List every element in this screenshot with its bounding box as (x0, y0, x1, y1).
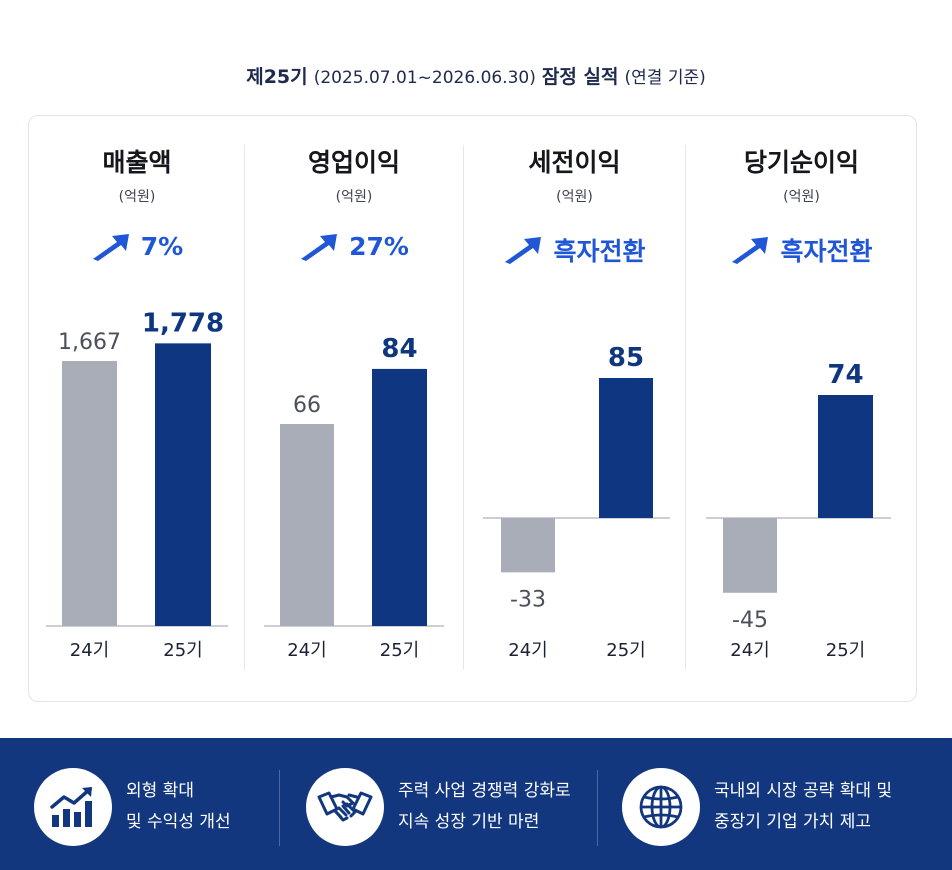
feature-global-line1: 국내외 시장 공략 확대 및 (714, 781, 893, 801)
value-label-operating-profit-curr: 84 (381, 334, 417, 364)
category-label-revenue-curr: 25기 (163, 640, 202, 661)
footer-divider (279, 770, 280, 846)
bar-operating-profit-prev (280, 424, 334, 626)
panel-title-net-income: 당기순이익 (743, 148, 859, 177)
panel-unit-revenue: (억원) (118, 189, 156, 205)
up-arrow-icon (92, 233, 129, 261)
category-label-pretax-profit-prev: 24기 (508, 640, 547, 661)
up-arrow-icon (732, 237, 769, 264)
feature-competitiveness-text: 주력 사업 경쟁력 강화로 지속 성장 기반 마련 (398, 776, 571, 838)
title-period: (2025.07.01~2026.06.30) (313, 68, 536, 88)
feature-global-text: 국내외 시장 공략 확대 및 중장기 기업 가치 제고 (714, 776, 892, 838)
category-label-net-income-prev: 24기 (730, 640, 769, 661)
globe-icon (622, 768, 700, 846)
feature-growth: 외형 확대 및 수익성 개선 (34, 768, 231, 846)
bar-operating-profit-curr (372, 368, 427, 626)
title-main: 잠정 실적 (541, 66, 619, 88)
panel-divider (244, 145, 245, 670)
feature-growth-line1: 외형 확대 (126, 781, 194, 801)
growth-badge-revenue: 7% (30, 232, 244, 261)
up-arrow-icon (301, 233, 338, 261)
bar-net-income-curr (818, 395, 873, 518)
feature-global: 국내외 시장 공략 확대 및 중장기 기업 가치 제고 (622, 768, 892, 846)
growth-value-revenue: 7% (140, 232, 184, 261)
feature-growth-text: 외형 확대 및 수익성 개선 (126, 776, 231, 838)
category-label-operating-profit-curr: 25기 (380, 640, 419, 661)
value-label-pretax-profit-prev: -33 (510, 587, 546, 612)
bar-pretax-profit-curr (599, 378, 653, 518)
growth-chart-icon (34, 768, 112, 846)
title-term: 제25기 (246, 66, 308, 88)
bar-pretax-profit-prev (501, 518, 555, 573)
category-label-net-income-curr: 25기 (826, 640, 865, 661)
growth-badge-pretax-profit: 흑자전환 (464, 232, 685, 268)
value-label-pretax-profit-curr: 85 (608, 343, 644, 373)
panel-divider (685, 145, 686, 670)
value-label-operating-profit-prev: 66 (293, 393, 321, 418)
up-arrow-icon (505, 237, 542, 264)
feature-competitiveness-line1: 주력 사업 경쟁력 강화로 (398, 781, 571, 801)
panel-title-pretax-profit: 세전이익 (528, 148, 621, 177)
category-label-revenue-prev: 24기 (70, 640, 109, 661)
footer-banner: 외형 확대 및 수익성 개선 주력 사업 경쟁력 강화로 지속 성장 기반 마련 (0, 738, 952, 870)
value-label-net-income-curr: 74 (827, 360, 863, 390)
panel-unit-pretax-profit: (억원) (556, 189, 593, 205)
page-title: 제25기 (2025.07.01~2026.06.30) 잠정 실적 (연결 기… (0, 62, 952, 89)
feature-competitiveness-line2: 지속 성장 기반 마련 (398, 812, 540, 832)
panel-divider (463, 145, 464, 670)
panel-unit-operating-profit: (억원) (335, 189, 373, 205)
value-label-net-income-prev: -45 (732, 608, 768, 633)
panel-title-operating-profit: 영업이익 (307, 148, 400, 177)
feature-competitiveness: 주력 사업 경쟁력 강화로 지속 성장 기반 마련 (306, 768, 571, 846)
panel-title-revenue: 매출액 (102, 148, 172, 177)
category-label-pretax-profit-curr: 25기 (606, 640, 645, 661)
title-basis: (연결 기준) (624, 68, 706, 88)
footer-divider (597, 770, 598, 846)
category-label-operating-profit-prev: 24기 (287, 640, 326, 661)
feature-global-line2: 중장기 기업 가치 제고 (714, 812, 871, 832)
growth-value-pretax-profit: 흑자전환 (553, 237, 646, 266)
growth-badge-operating-profit: 27% (245, 232, 463, 261)
bar-revenue-curr (155, 343, 211, 626)
value-label-revenue-curr: 1,778 (142, 308, 224, 338)
bar-net-income-prev (723, 518, 777, 593)
handshake-icon (306, 768, 384, 846)
value-label-revenue-prev: 1,667 (58, 330, 121, 355)
growth-badge-net-income: 흑자전환 (686, 232, 917, 268)
growth-value-operating-profit: 27% (349, 232, 409, 261)
feature-growth-line2: 및 수익성 개선 (126, 812, 231, 832)
bar-revenue-prev (62, 361, 117, 626)
panel-unit-net-income: (억원) (783, 189, 820, 205)
growth-value-net-income: 흑자전환 (780, 237, 873, 266)
